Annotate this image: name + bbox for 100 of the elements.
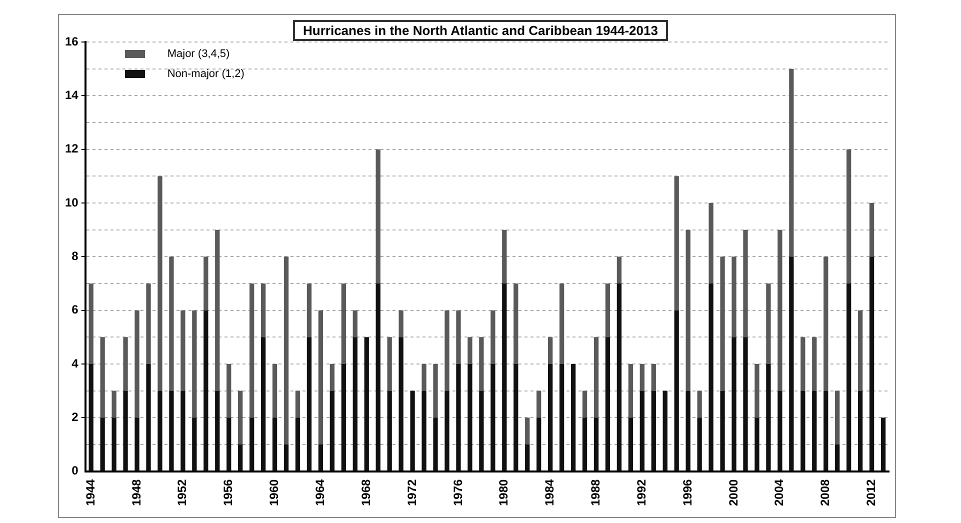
bar [778,230,782,391]
bar [260,283,266,338]
bar [387,390,392,471]
bar [605,337,610,471]
bar [468,337,472,364]
bar [180,310,186,391]
bar [869,202,874,257]
bar [341,283,346,364]
y-tick-label: 8 [72,248,79,263]
y-tick-label: 14 [64,88,79,102]
bar [123,337,128,391]
bar [433,364,438,418]
bar [204,310,208,471]
bar [100,418,105,471]
bar [697,418,702,471]
bar [835,444,840,471]
bar [536,390,542,418]
bar [559,283,564,364]
bar [123,390,128,471]
bar [444,310,450,391]
bar [479,390,484,471]
bar [846,283,852,471]
bar [651,390,656,471]
bar [100,337,105,418]
bar [158,390,162,471]
x-tick-label: 2000 [726,478,740,506]
y-tick-label: 10 [64,195,79,210]
bar [514,283,518,364]
bar [272,364,278,418]
bar [616,283,622,471]
bar [387,337,392,391]
bar [640,390,644,471]
bar [146,364,151,471]
bar [318,310,324,444]
x-tick-label: 1960 [267,478,282,506]
bar [651,364,656,391]
y-tick-label: 0 [72,464,79,478]
bar [112,390,116,418]
bar [605,283,610,338]
bar [238,444,243,471]
bar [536,418,542,471]
y-tick-label: 2 [72,410,79,424]
bar [134,418,140,471]
bar [686,390,690,471]
bar [594,337,599,418]
bar [192,310,197,418]
bar [376,283,380,471]
bar [249,418,254,471]
bar [662,390,668,471]
bar [330,364,335,391]
y-tick-label: 4 [72,356,79,370]
bar [192,418,197,471]
bar [514,364,518,471]
bar [318,444,324,471]
bar [582,390,588,418]
x-tick-label: 1984 [542,478,557,506]
bar [444,390,450,471]
bar [754,418,760,471]
bar [858,310,863,391]
bar [238,390,243,444]
bar [226,364,232,418]
bar [616,256,622,284]
bar [306,283,312,338]
x-tick-label: 1956 [221,478,236,506]
bar [295,418,300,471]
bar [422,390,426,471]
x-tick-label: 1972 [404,478,419,506]
bar [640,364,644,391]
bar [180,390,186,471]
bar [376,149,380,284]
bar [812,390,817,471]
x-tick-label: 2012 [864,478,878,506]
bar [398,337,404,471]
bar [594,418,599,471]
bar [800,337,806,391]
bar [732,337,736,471]
bar [88,364,94,471]
bar [169,390,174,471]
x-tick-label: 1948 [129,478,144,506]
bar [134,310,140,418]
bar [720,390,725,471]
bar [766,283,771,364]
bar [708,202,714,284]
bar [789,256,794,471]
bar [674,310,679,471]
bar [674,176,679,310]
bar [869,256,874,471]
bar [732,256,736,338]
bar [582,418,588,471]
x-tick-label: 1980 [496,478,511,506]
bar [789,68,794,257]
bar [502,283,507,471]
bar [743,337,748,471]
y-tick-label: 6 [72,302,79,317]
bar [548,337,553,364]
bar [778,390,782,471]
bar [525,418,530,444]
x-tick-label: 2004 [772,478,786,506]
bar [697,390,702,418]
bar [846,149,852,284]
